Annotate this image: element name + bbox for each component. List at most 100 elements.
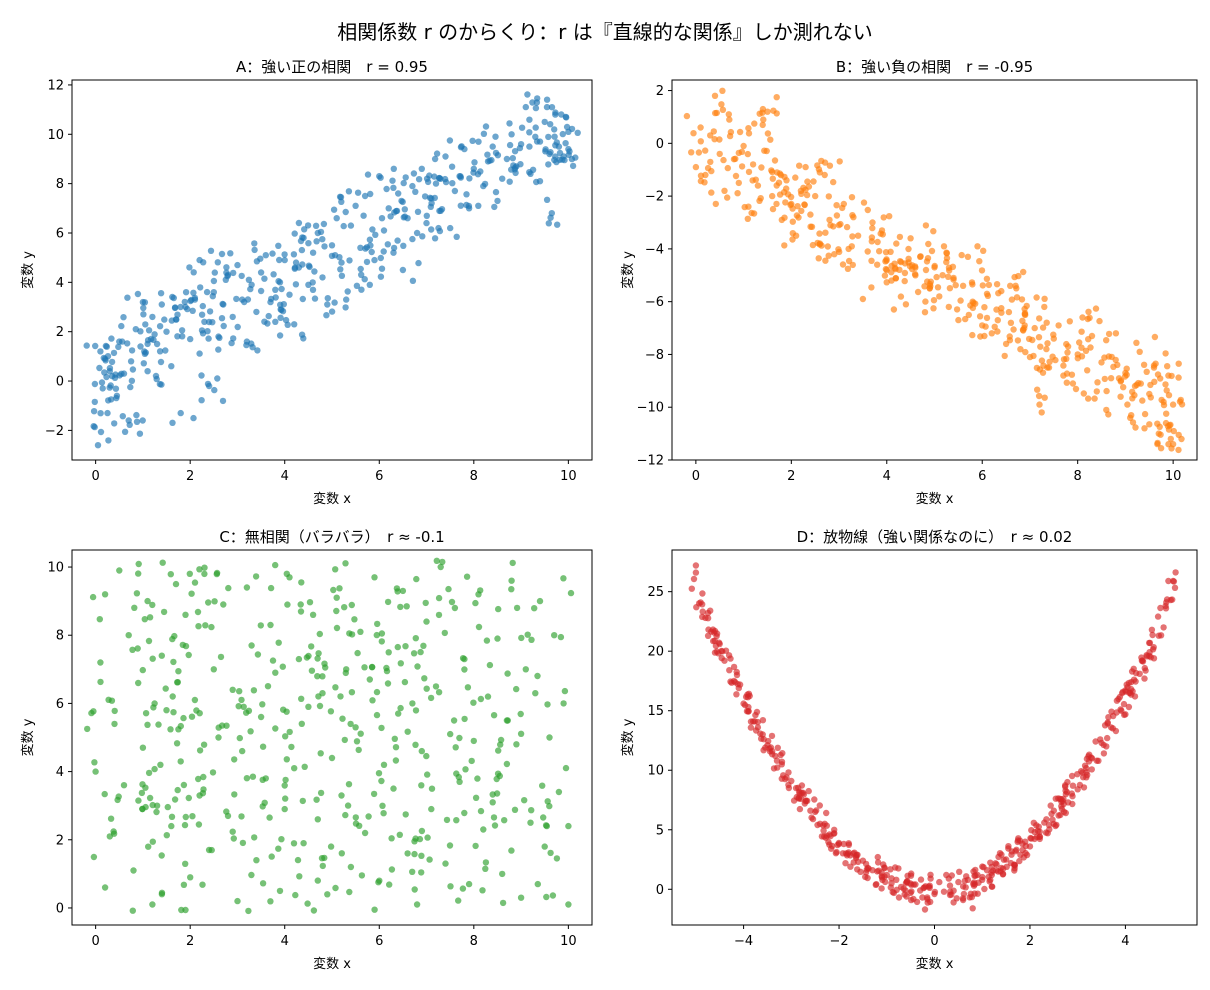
data-point [106, 364, 114, 372]
data-point [311, 295, 319, 302]
data-point [306, 263, 313, 271]
data-point [798, 207, 805, 215]
data-point [734, 680, 741, 688]
x-tick-label: 8 [470, 469, 478, 484]
data-point [250, 687, 258, 694]
data-point [897, 293, 905, 300]
data-point [324, 301, 331, 308]
data-point [169, 693, 176, 700]
data-point [972, 300, 979, 307]
data-point [974, 243, 981, 250]
data-point [745, 125, 752, 132]
data-point [945, 273, 952, 280]
data-point [1087, 344, 1094, 351]
data-point [549, 892, 557, 899]
data-point [789, 218, 796, 225]
data-point [213, 569, 221, 577]
x-tick-label: 0 [91, 469, 99, 484]
data-point [231, 756, 238, 763]
data-point [527, 819, 534, 826]
data-point [458, 143, 465, 150]
data-point [802, 797, 810, 804]
data-point [568, 125, 576, 133]
data-point [432, 683, 440, 690]
data-point [196, 350, 203, 357]
data-point [339, 715, 346, 722]
data-point [712, 109, 719, 117]
data-point [688, 585, 695, 592]
data-point [1137, 380, 1144, 387]
data-point [355, 746, 362, 754]
data-point [333, 624, 341, 632]
data-point [782, 199, 789, 206]
data-point [144, 368, 151, 375]
data-point [363, 258, 371, 266]
data-point [1041, 394, 1048, 401]
data-point [1080, 784, 1088, 791]
x-axis-label: 変数 x [916, 491, 954, 507]
data-point [463, 201, 470, 209]
data-point [1105, 330, 1113, 338]
data-point [518, 634, 525, 642]
axes-frame [71, 549, 593, 926]
data-point [181, 298, 188, 306]
data-point [987, 859, 994, 866]
data-point [375, 770, 383, 777]
data-point [508, 166, 515, 173]
data-point [94, 442, 102, 449]
data-point [832, 850, 840, 857]
data-point [347, 720, 354, 728]
data-point [180, 714, 187, 722]
data-point [556, 149, 564, 157]
data-point [139, 805, 146, 813]
y-tick-label: 0 [656, 883, 664, 898]
data-point [83, 342, 90, 349]
data-point [1142, 667, 1149, 674]
data-point [402, 643, 409, 650]
data-point [433, 150, 441, 157]
data-point [91, 398, 99, 406]
data-point [774, 744, 781, 751]
data-point [442, 860, 449, 867]
data-point [336, 193, 344, 200]
data-point [1085, 308, 1092, 315]
data-point [705, 626, 712, 633]
data-point [1083, 764, 1090, 772]
data-point [541, 843, 548, 850]
data-point [794, 203, 801, 210]
data-point [964, 253, 972, 260]
data-point [210, 277, 218, 285]
data-point [1165, 392, 1173, 399]
data-point [463, 573, 471, 580]
data-point [710, 637, 717, 645]
data-point [972, 866, 979, 874]
data-point [900, 885, 907, 892]
data-point [404, 728, 411, 735]
y-tick-label: −12 [637, 454, 664, 469]
data-point [159, 559, 166, 566]
data-point [501, 817, 508, 824]
x-tick-label: 4 [281, 469, 289, 484]
data-point [178, 906, 185, 914]
data-point [352, 724, 359, 731]
data-point [789, 230, 796, 237]
data-point [145, 327, 153, 334]
data-point [423, 752, 430, 760]
data-point [692, 569, 700, 576]
data-point [534, 95, 541, 102]
data-point [946, 891, 954, 899]
data-point [352, 820, 360, 827]
data-point [880, 861, 887, 868]
data-point [908, 888, 915, 895]
data-point [412, 635, 419, 642]
data-point [133, 418, 141, 425]
data-point [111, 720, 118, 728]
data-point [946, 882, 954, 889]
data-point [526, 116, 533, 123]
data-point [905, 245, 912, 253]
data-point [301, 763, 308, 770]
axes-frame [71, 79, 593, 461]
data-point [317, 750, 324, 757]
data-point [234, 261, 241, 269]
data-point [543, 96, 551, 103]
